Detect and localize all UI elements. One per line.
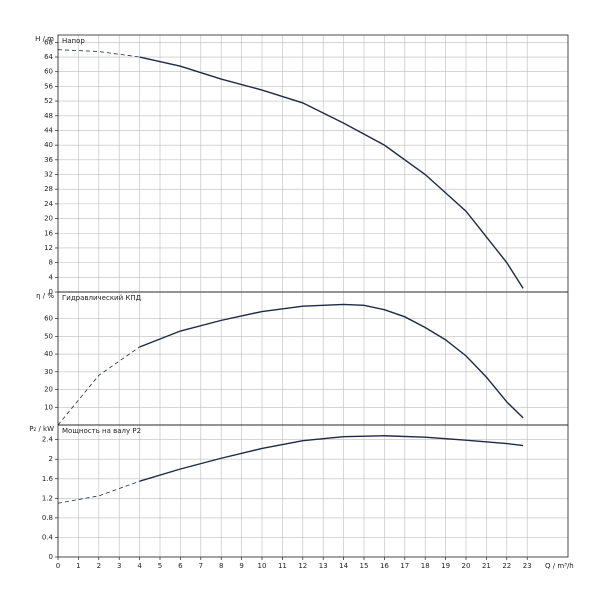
panel-label: Напор [62,37,85,45]
panel-label: Мощность на валу P2 [62,427,141,435]
x-tick-label: 3 [117,562,121,570]
y-tick-label: 20 [44,386,53,394]
x-tick-label: 21 [482,562,491,570]
x-tick-label: 15 [360,562,369,570]
y-tick-label: 44 [44,126,53,134]
x-tick-label: 22 [502,562,511,570]
x-axis-label: Q / m³/h [545,562,574,570]
x-tick-label: 18 [421,562,430,570]
y-tick-label: 24 [44,200,53,208]
x-tick-label: 11 [278,562,287,570]
y-tick-label: 12 [44,244,53,252]
y-tick-label: 50 [44,332,53,340]
curve [57,480,140,504]
y-tick-label: 16 [44,229,53,237]
x-tick-label: 6 [178,562,183,570]
y-axis-label: H / m [35,35,54,43]
x-tick-label: 9 [239,562,243,570]
x-tick-label: 16 [380,562,389,570]
y-tick-label: 36 [44,156,53,164]
y-tick-label: 0.4 [42,533,54,541]
y-tick-label: 20 [44,215,53,223]
panel-frame [57,424,569,558]
x-tick-label: 13 [319,562,328,570]
curve [57,346,140,426]
y-tick-label: 48 [44,112,53,120]
x-tick-label: 20 [462,562,471,570]
y-tick-label: 60 [44,68,53,76]
curve [139,56,524,289]
y-tick-label: 52 [44,97,53,105]
panel-label: Гидравлический КПД [62,294,142,302]
y-tick-label: 30 [44,368,53,376]
y-tick-label: 10 [44,403,53,411]
y-tick-label: 28 [44,185,53,193]
y-tick-label: 60 [44,315,53,323]
y-tick-label: 56 [44,82,53,90]
x-tick-label: 5 [158,562,162,570]
panel-frame [57,291,569,426]
y-tick-label: 2.4 [42,436,54,444]
x-tick-label: 7 [199,562,203,570]
y-tick-label: 0 [49,288,53,296]
y-tick-label: 1.6 [42,475,54,483]
y-tick-label: 40 [44,141,53,149]
x-tick-label: 4 [137,562,142,570]
curve [139,435,524,482]
y-tick-label: 0 [49,553,53,561]
x-tick-label: 0 [56,562,60,570]
y-tick-label: 0.8 [42,514,53,522]
x-tick-label: 23 [523,562,532,570]
x-tick-label: 14 [339,562,348,570]
x-tick-label: 1 [76,562,80,570]
y-axis-label: P₂ / kW [29,425,54,433]
x-tick-label: 12 [298,562,307,570]
y-tick-label: 4 [49,273,54,281]
x-tick-label: 2 [97,562,101,570]
y-tick-label: 64 [44,53,53,61]
x-tick-label: 10 [258,562,267,570]
y-tick-label: 32 [44,171,53,179]
y-tick-label: 40 [44,350,53,358]
x-tick-label: 17 [400,562,409,570]
y-tick-label: 8 [49,259,53,267]
panel-frame [57,34,569,293]
y-tick-label: 2 [49,455,53,463]
x-tick-label: 19 [441,562,450,570]
x-tick-label: 8 [219,562,223,570]
y-tick-label: 68 [44,38,53,46]
curve [139,303,524,419]
y-axis-label: η / % [36,292,54,300]
y-tick-label: 1.2 [42,494,53,502]
